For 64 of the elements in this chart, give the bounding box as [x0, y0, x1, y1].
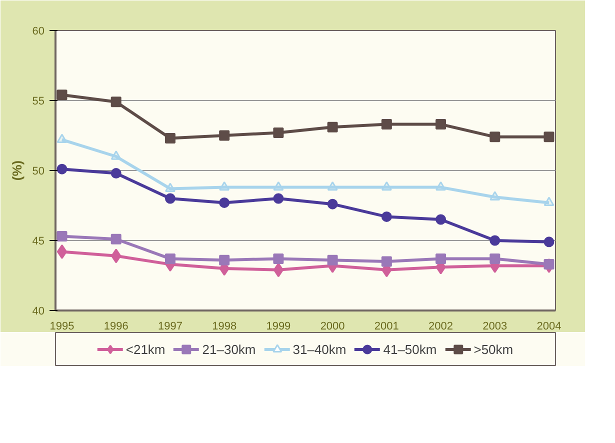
- x-tick-label: 2000: [320, 320, 345, 332]
- point: [544, 196, 554, 206]
- point: [327, 254, 338, 266]
- point: [164, 182, 176, 192]
- point: [56, 134, 68, 144]
- y-axis-title: (%): [9, 160, 24, 181]
- x-tick-label: 1998: [212, 320, 237, 332]
- y-tick-label: 40: [32, 306, 45, 318]
- point: [490, 253, 500, 264]
- point: [436, 181, 446, 191]
- legend-label: 41–50km: [383, 342, 437, 356]
- x-tick-label: 2002: [428, 320, 454, 332]
- point: [56, 244, 68, 259]
- point: [110, 234, 122, 244]
- point: [219, 181, 230, 191]
- point: [381, 119, 392, 130]
- point: [490, 191, 500, 200]
- point: [544, 259, 554, 270]
- y-tick-label: 55: [32, 96, 45, 108]
- point: [436, 253, 446, 264]
- x-tick-label: 2004: [536, 320, 562, 332]
- point: [490, 132, 500, 142]
- point: [327, 122, 338, 132]
- point: [327, 198, 338, 210]
- point: [110, 168, 122, 179]
- x-tick-label: 1999: [266, 320, 291, 332]
- y-tick-label: 60: [32, 26, 45, 38]
- point: [273, 253, 284, 264]
- point: [164, 133, 176, 144]
- point: [56, 164, 68, 174]
- x-tick-label: 1996: [104, 320, 128, 332]
- point: [327, 181, 338, 191]
- point: [219, 254, 230, 266]
- point: [56, 90, 68, 100]
- point: [436, 214, 446, 225]
- x-tick-label: 1997: [158, 320, 182, 332]
- point: [436, 119, 446, 130]
- legend-label: >50km: [474, 342, 514, 356]
- y-tick-label: 45: [32, 236, 45, 248]
- legend-label: <21km: [126, 342, 166, 356]
- x-tick-label: 1995: [50, 320, 74, 332]
- point: [219, 197, 230, 208]
- legend-label: 31–40km: [292, 342, 346, 356]
- point: [273, 127, 284, 138]
- point: [164, 193, 176, 204]
- point: [544, 132, 554, 142]
- point: [219, 130, 230, 141]
- point: [164, 253, 176, 264]
- point: [273, 193, 284, 204]
- point: [110, 150, 122, 160]
- point: [544, 236, 554, 248]
- x-tick-label: 2003: [482, 320, 508, 332]
- point: [110, 96, 122, 108]
- point: [490, 235, 500, 246]
- x-tick-label: 2001: [374, 320, 399, 332]
- legend-label: 21–30km: [202, 342, 256, 356]
- point: [381, 181, 392, 191]
- point: [381, 211, 392, 222]
- point: [111, 248, 122, 264]
- y-tick-label: 50: [32, 166, 45, 178]
- point: [381, 256, 392, 267]
- point: [56, 231, 68, 242]
- point: [273, 262, 284, 278]
- point: [273, 181, 284, 191]
